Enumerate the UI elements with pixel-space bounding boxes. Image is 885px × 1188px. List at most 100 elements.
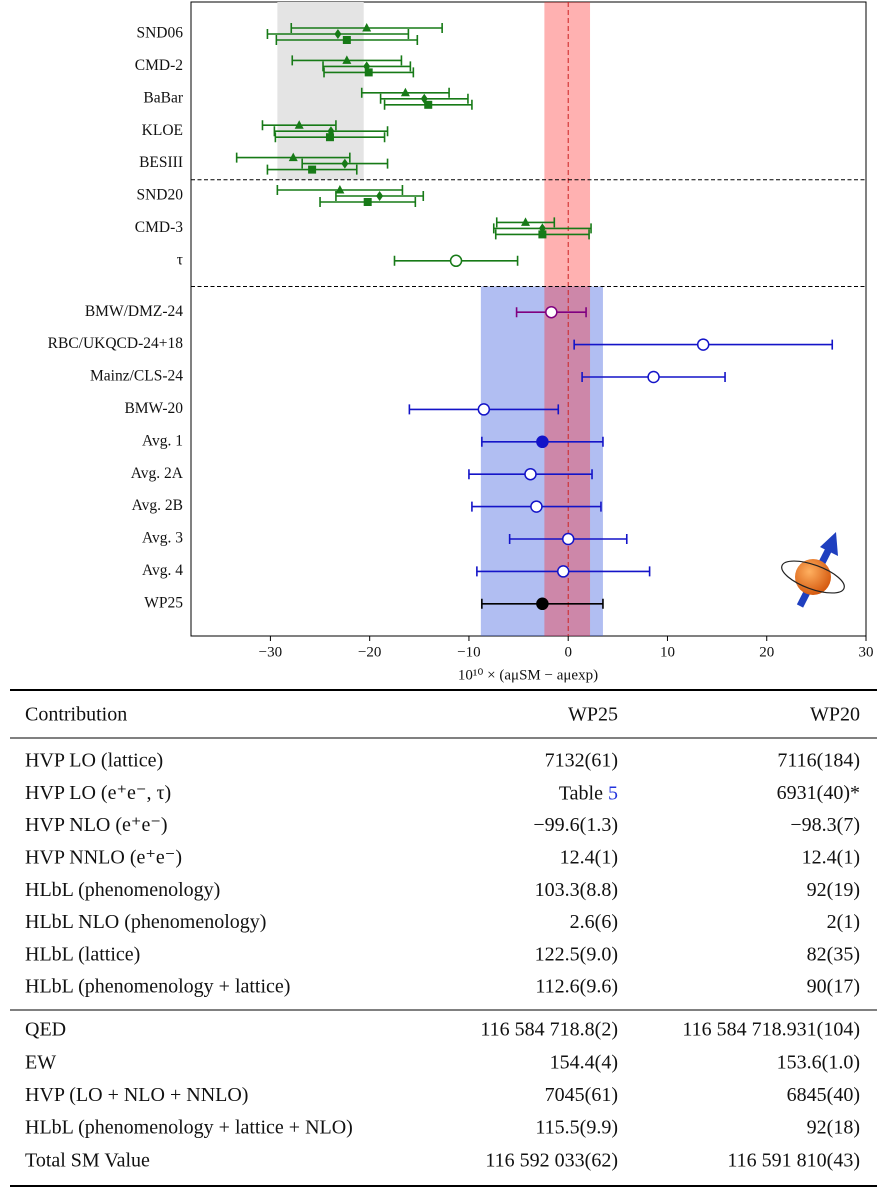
table-cell: HVP NLO (e⁺e⁻): [25, 814, 168, 836]
table-cell: 90(17): [807, 976, 860, 998]
row-label: CMD-2: [135, 57, 183, 74]
table-cell: 112.6(9.6): [535, 976, 618, 998]
table-cell: HVP NNLO (e⁺e⁻): [25, 846, 182, 868]
x-tick-label: 30: [859, 644, 874, 660]
row-label: BMW-20: [124, 400, 183, 417]
marker: [524, 467, 537, 481]
row-label: Avg. 4: [142, 562, 183, 579]
table-cell: 153.6(1.0): [777, 1051, 860, 1073]
marker: [341, 158, 349, 169]
band: [544, 2, 591, 636]
marker: [521, 217, 531, 226]
table-cell: 116 591 810(43): [727, 1149, 860, 1171]
marker: [363, 198, 372, 206]
muon-icon: [781, 532, 845, 608]
marker: [449, 254, 463, 268]
table-cell: 7116(184): [777, 750, 860, 772]
row-label: KLOE: [142, 122, 183, 139]
marker: [536, 597, 549, 611]
table-ref-link[interactable]: 5: [608, 782, 618, 804]
x-tick-label: 0: [564, 644, 572, 660]
table-cell: HLbL NLO (phenomenology): [25, 911, 266, 933]
row-label: Avg. 3: [142, 530, 183, 547]
x-tick-label: 10: [660, 644, 675, 660]
table-cell: HLbL (phenomenology): [25, 879, 220, 901]
marker: [325, 133, 334, 142]
table-header: WP25: [568, 704, 618, 726]
row-label: SND06: [136, 25, 183, 42]
table-cell: HLbL (lattice): [25, 943, 140, 965]
table-cell: 154.4(4): [550, 1051, 618, 1073]
table-cell: 116 584 718.8(2): [480, 1019, 618, 1041]
x-axis-label: 10¹⁰ × (aμSM − aμexp): [458, 667, 598, 683]
marker: [400, 87, 410, 97]
marker: [477, 403, 491, 416]
row-label: Avg. 2A: [131, 465, 184, 482]
row-label: SND20: [136, 187, 183, 204]
table-cell: 82(35): [807, 943, 860, 965]
marker: [556, 565, 570, 578]
row-label: CMD-3: [135, 219, 183, 236]
marker: [376, 191, 384, 201]
table-cell: 122.5(9.0): [535, 943, 618, 965]
table-cell: 2.6(6): [570, 911, 618, 933]
table-cell: Table 5: [559, 782, 618, 804]
marker: [294, 120, 304, 129]
table-cell: 2(1): [827, 911, 860, 933]
arrow-head: [820, 532, 838, 556]
row-label: Avg. 2B: [132, 497, 183, 514]
marker: [696, 338, 710, 351]
table-cell: 7045(61): [545, 1084, 618, 1106]
x-tick-label: −30: [259, 644, 282, 660]
table-cell: 6931(40)*: [777, 782, 860, 804]
row-label: BaBar: [143, 89, 183, 106]
row-label: BMW/DMZ-24: [85, 303, 183, 320]
table-cell: QED: [25, 1019, 66, 1041]
marker: [545, 305, 558, 319]
x-tick-label: 20: [759, 644, 774, 660]
marker: [335, 185, 345, 194]
marker: [530, 500, 543, 513]
table-header: Contribution: [25, 704, 127, 726]
table-cell: 116 584 718.931(104): [682, 1019, 860, 1041]
marker: [362, 23, 372, 32]
x-tick-label: −20: [358, 644, 381, 660]
marker: [288, 152, 298, 162]
table-cell: 115.5(9.9): [535, 1117, 618, 1139]
row-label: RBC/UKQCD-24+18: [48, 335, 184, 352]
marker: [334, 29, 342, 39]
row-label: WP25: [144, 594, 183, 611]
table-cell: 103.3(8.8): [535, 879, 618, 901]
marker: [647, 370, 660, 384]
table-cell: 7132(61): [545, 750, 618, 772]
plot-frame: [190, 1, 867, 637]
table-cell: HLbL (phenomenology + lattice): [25, 976, 290, 998]
table-header: WP20: [810, 704, 860, 726]
table-cell: 6845(40): [787, 1084, 860, 1106]
row-label: Avg. 1: [142, 432, 183, 449]
table-cell: HLbL (phenomenology + lattice + NLO): [25, 1117, 353, 1139]
table-cell: 92(19): [807, 879, 860, 901]
table-cell: 12.4(1): [802, 846, 860, 868]
table-cell: 116 592 033(62): [485, 1149, 618, 1171]
table-cell: EW: [25, 1051, 56, 1073]
row-label: BESIII: [139, 154, 183, 171]
cell-text: Table: [559, 782, 603, 804]
table-cell: 92(18): [807, 1117, 860, 1139]
row-label: Mainz/CLS-24: [90, 368, 183, 385]
orbit: [781, 560, 845, 594]
marker: [342, 36, 351, 44]
table-cell: −99.6(1.3): [533, 814, 618, 836]
marker: [561, 532, 575, 546]
row-label: τ: [177, 251, 183, 268]
marker: [342, 55, 352, 64]
marker: [364, 68, 373, 77]
table-cell: 12.4(1): [560, 846, 618, 868]
marker: [424, 100, 433, 109]
table-cell: Total SM Value: [25, 1149, 150, 1171]
table-cell: HVP LO (e⁺e⁻, τ): [25, 782, 171, 804]
table-cell: HVP LO (lattice): [25, 750, 163, 772]
table-cell: HVP (LO + NLO + NNLO): [25, 1084, 248, 1106]
marker: [308, 165, 317, 174]
